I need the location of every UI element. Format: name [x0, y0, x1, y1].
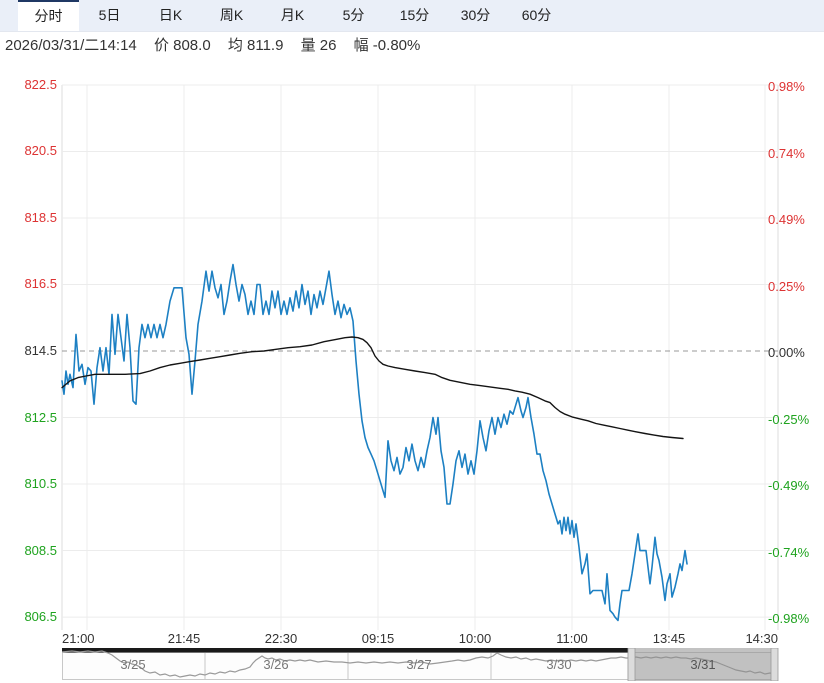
date-navigator[interactable]: 3/25 3/26 3/27 3/30 3/31 — [0, 648, 824, 681]
price-tick: 808.5 — [24, 542, 57, 558]
time-tick: 10:00 — [458, 631, 492, 646]
percent-tick: 0.00% — [768, 345, 805, 360]
percent-tick: -0.74% — [768, 544, 810, 560]
navigator-date-3-31[interactable]: 3/31 — [690, 657, 716, 672]
percent-tick: -0.98% — [768, 611, 810, 626]
percent-tick: 0.25% — [768, 278, 805, 294]
price-tick: 812.5 — [24, 409, 57, 425]
price-line — [61, 263, 688, 622]
quote-info-line: 2026/03/31/二14:14 价 808.0 均 811.9 量 26 幅… — [0, 32, 824, 60]
quote-average: 均 811.9 — [227, 37, 284, 54]
tab-week-k[interactable]: 周K — [219, 7, 244, 23]
price-tick: 818.5 — [24, 209, 57, 225]
navigator-minimap[interactable] — [0, 648, 824, 681]
quote-change: 幅 -0.80% — [353, 37, 421, 54]
percent-tick: -0.49% — [768, 478, 810, 493]
time-tick: 14:30 — [745, 631, 778, 646]
tab-5day[interactable]: 5日 — [98, 7, 121, 23]
percent-tick: 0.74% — [768, 145, 805, 161]
navigator-date-3-25[interactable]: 3/25 — [120, 657, 146, 672]
price-tick: 822.5 — [24, 76, 57, 92]
tab-60min[interactable]: 60分 — [521, 7, 552, 23]
tab-15min[interactable]: 15分 — [399, 7, 430, 23]
tab-30min[interactable]: 30分 — [460, 7, 491, 23]
navigator-date-3-26[interactable]: 3/26 — [263, 657, 289, 672]
tab-5min[interactable]: 5分 — [342, 7, 365, 23]
navigator-handle-right[interactable] — [770, 648, 779, 681]
percent-tick: 0.98% — [768, 79, 805, 94]
period-tabbar: 分时 5日 日K 周K 月K 5分 15分 30分 60分 — [0, 0, 824, 32]
navigator-date-3-27[interactable]: 3/27 — [406, 657, 432, 672]
price-tick: 806.5 — [24, 609, 57, 625]
quote-price: 价 808.0 — [153, 37, 211, 54]
time-tick: 21:00 — [62, 631, 95, 646]
tab-month-k[interactable]: 月K — [280, 7, 305, 23]
time-tick: 22:30 — [264, 631, 298, 646]
average-line — [61, 336, 684, 440]
price-tick: 816.5 — [24, 276, 57, 292]
navigator-range-bar — [62, 648, 628, 653]
tab-day-k[interactable]: 日K — [158, 7, 183, 23]
navigator-handle-left[interactable] — [627, 648, 636, 681]
quote-datetime: 2026/03/31/二14:14 — [5, 37, 137, 54]
price-tick: 820.5 — [24, 143, 57, 159]
price-tick: 810.5 — [24, 476, 57, 492]
time-tick: 09:15 — [361, 631, 395, 646]
time-tick: 11:00 — [556, 631, 588, 646]
navigator-date-3-30[interactable]: 3/30 — [546, 657, 572, 672]
intraday-chart[interactable]: 822.5 820.5 818.5 816.5 814.5 812.5 810.5 808.5… — [0, 60, 824, 648]
time-tick: 13:45 — [652, 631, 686, 646]
price-plot[interactable] — [0, 60, 824, 648]
tab-fenshi[interactable]: 分时 — [18, 0, 79, 31]
navigator-selection[interactable] — [628, 648, 778, 681]
percent-tick: -0.25% — [768, 411, 810, 427]
quote-volume: 量 26 — [300, 37, 337, 54]
time-tick: 21:45 — [167, 631, 201, 646]
price-tick: 814.5 — [24, 343, 57, 358]
percent-tick: 0.49% — [768, 212, 805, 227]
